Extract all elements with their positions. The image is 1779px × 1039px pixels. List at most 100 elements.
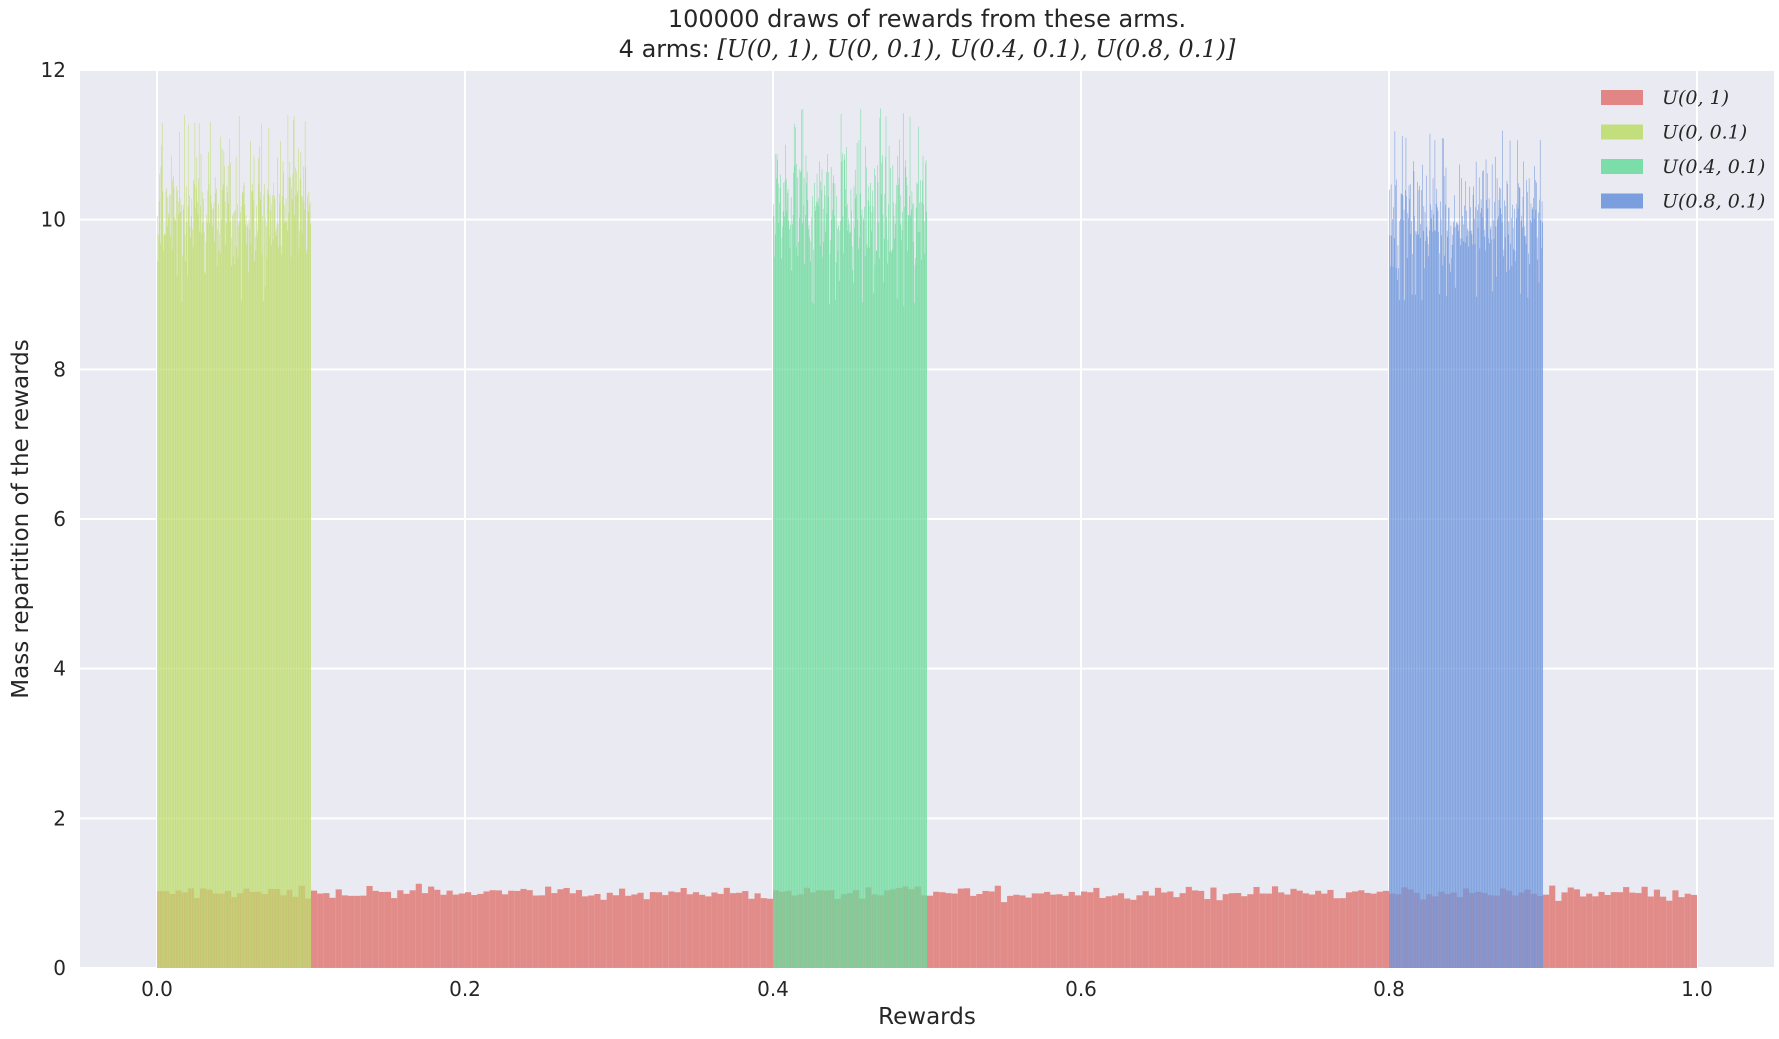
- histogram-bar: [190, 237, 191, 969]
- histogram-bar: [813, 303, 815, 969]
- histogram-bar: [594, 893, 601, 968]
- histogram-bar: [1019, 895, 1026, 968]
- histogram-bar: [1428, 256, 1430, 969]
- histogram-bar: [1409, 184, 1411, 969]
- histogram-bar: [886, 263, 888, 968]
- histogram-bar: [1499, 187, 1500, 969]
- histogram-bar: [160, 243, 161, 968]
- histogram-bar: [850, 189, 852, 969]
- histogram-bar: [165, 191, 167, 969]
- series-3: [1389, 130, 1543, 969]
- histogram-bar: [1148, 895, 1155, 968]
- histogram-bar: [1448, 207, 1449, 969]
- histogram-bar: [545, 886, 552, 968]
- x-tick-label: 0.2: [449, 977, 481, 1001]
- histogram-bar: [1483, 229, 1485, 969]
- histogram-bar: [797, 177, 798, 969]
- histogram-bar: [1528, 253, 1529, 969]
- histogram-bar: [446, 890, 453, 968]
- histogram-bar: [163, 235, 165, 968]
- histogram-bar: [185, 186, 187, 968]
- histogram-bar: [619, 888, 626, 968]
- histogram-bar: [808, 229, 809, 968]
- histogram-bar: [1414, 294, 1416, 969]
- histogram-bar: [1437, 207, 1438, 968]
- histogram-bar: [988, 891, 995, 968]
- histogram-bar: [217, 204, 219, 968]
- histogram-bar: [1534, 180, 1536, 968]
- histogram-bar: [1235, 893, 1242, 968]
- histogram-bar: [903, 306, 905, 968]
- histogram-bar: [1476, 296, 1478, 968]
- histogram-bar: [867, 200, 869, 968]
- histogram-bar: [1510, 217, 1512, 969]
- histogram-bar: [1498, 199, 1500, 969]
- histogram-bar: [1684, 893, 1691, 968]
- histogram-bar: [1315, 890, 1322, 968]
- histogram-bar: [1456, 222, 1458, 968]
- histogram-bar: [643, 899, 650, 968]
- histogram-bar: [569, 893, 576, 968]
- histogram-bar: [1539, 199, 1540, 969]
- histogram-bar: [890, 250, 892, 968]
- y-tick-label: 2: [53, 806, 66, 830]
- histogram-bar: [162, 191, 164, 968]
- histogram-bar: [250, 243, 252, 969]
- histogram-bar: [1449, 271, 1451, 968]
- histogram-bar: [225, 222, 227, 968]
- histogram-bar: [1422, 230, 1424, 968]
- y-tick-label: 10: [41, 208, 66, 232]
- histogram-bar: [270, 210, 271, 969]
- histogram-bar: [217, 229, 218, 968]
- histogram-bar: [1443, 138, 1444, 969]
- histogram-bar: [282, 195, 283, 968]
- histogram-bar: [1416, 234, 1417, 969]
- histogram-bar: [1459, 238, 1461, 969]
- histogram-bar: [274, 199, 276, 969]
- histogram-bar: [867, 248, 868, 968]
- histogram-bar: [195, 207, 196, 969]
- histogram-bar: [1161, 892, 1168, 968]
- histogram-bar: [1515, 218, 1517, 968]
- histogram-bar: [284, 204, 286, 969]
- histogram-bar: [834, 183, 836, 969]
- histogram-bar: [1453, 221, 1454, 968]
- histogram-bar: [285, 198, 287, 968]
- histogram-bar: [208, 184, 210, 968]
- histogram-bar: [1398, 268, 1399, 968]
- histogram-bar: [781, 237, 783, 969]
- histogram-bar: [275, 235, 277, 969]
- histogram-bar: [1452, 234, 1454, 969]
- histogram-bar: [1486, 199, 1487, 969]
- histogram-bar: [785, 144, 786, 968]
- histogram-bar: [1491, 239, 1492, 968]
- histogram-bar: [1185, 886, 1192, 968]
- histogram-bar: [789, 248, 791, 968]
- histogram-bar: [860, 109, 862, 968]
- histogram-bar: [606, 892, 613, 968]
- histogram-bar: [791, 270, 793, 968]
- histogram-bar: [166, 188, 167, 968]
- histogram-bar: [898, 184, 899, 968]
- histogram-bar: [163, 250, 164, 968]
- histogram-bar: [877, 182, 879, 969]
- histogram-bar: [874, 168, 875, 968]
- histogram-bar: [1419, 185, 1420, 969]
- histogram-bar: [293, 116, 295, 968]
- histogram-bar: [1068, 891, 1075, 968]
- histogram-bar: [1450, 225, 1452, 968]
- histogram-bar: [817, 202, 818, 968]
- histogram-bar: [875, 250, 877, 969]
- histogram-bar: [1573, 889, 1580, 968]
- histogram-bar: [1506, 271, 1507, 969]
- histogram-bar: [304, 121, 306, 968]
- histogram-bar: [187, 206, 189, 968]
- histogram-bar: [286, 231, 288, 968]
- histogram-bar: [294, 167, 296, 968]
- histogram-bar: [775, 154, 777, 969]
- histogram-bar: [801, 110, 802, 968]
- histogram-bar: [1167, 891, 1174, 968]
- legend-label: U(0, 1): [1662, 87, 1729, 109]
- histogram-bar: [1525, 236, 1526, 968]
